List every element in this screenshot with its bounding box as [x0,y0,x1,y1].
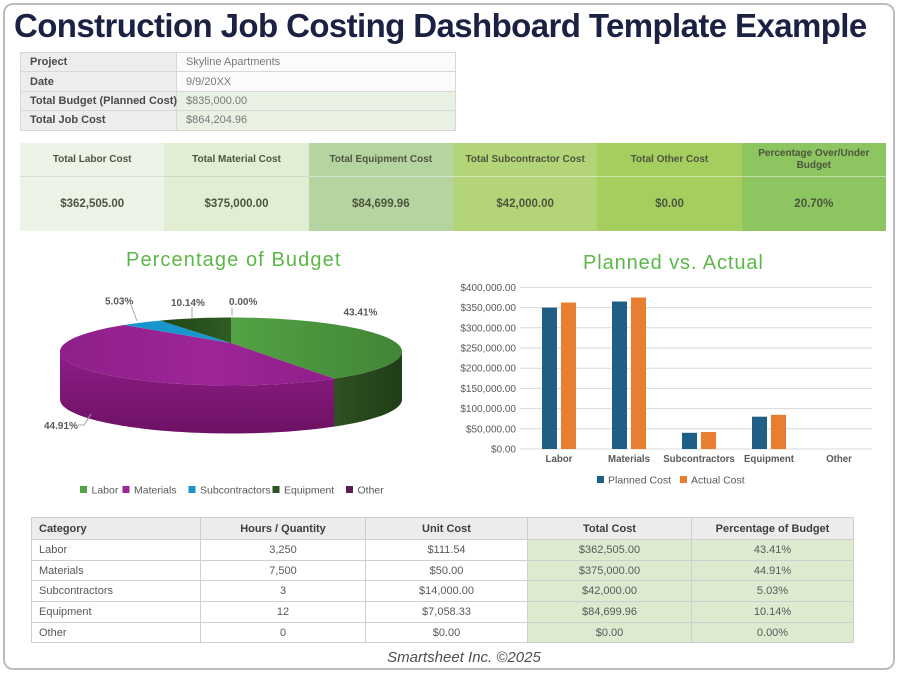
svg-text:44.91%: 44.91% [44,421,78,432]
svg-text:Planned Cost: Planned Cost [608,475,671,487]
svg-text:Equipment: Equipment [284,485,334,497]
svg-text:$250,000.00: $250,000.00 [460,344,516,355]
svg-text:Other: Other [826,454,852,465]
svg-text:$400,000.00: $400,000.00 [460,283,516,294]
svg-text:Labor: Labor [92,485,119,497]
svg-text:Actual Cost: Actual Cost [691,475,745,487]
svg-text:Materials: Materials [608,454,650,465]
svg-text:$150,000.00: $150,000.00 [460,384,516,395]
svg-text:0.00%: 0.00% [229,297,257,308]
svg-text:$0.00: $0.00 [491,445,516,456]
svg-text:Other: Other [358,485,385,497]
svg-text:10.14%: 10.14% [171,298,205,309]
svg-text:$300,000.00: $300,000.00 [460,323,516,334]
svg-text:43.41%: 43.41% [344,308,378,319]
svg-text:Subcontractors: Subcontractors [200,485,271,497]
svg-text:$200,000.00: $200,000.00 [460,364,516,375]
svg-text:Materials: Materials [134,485,177,497]
svg-text:$50,000.00: $50,000.00 [466,424,516,435]
svg-text:$100,000.00: $100,000.00 [460,404,516,415]
svg-text:5.03%: 5.03% [105,297,133,308]
svg-text:$350,000.00: $350,000.00 [460,303,516,314]
svg-text:Labor: Labor [546,454,573,465]
svg-text:Subcontractors: Subcontractors [663,454,735,465]
svg-text:Equipment: Equipment [744,454,795,465]
